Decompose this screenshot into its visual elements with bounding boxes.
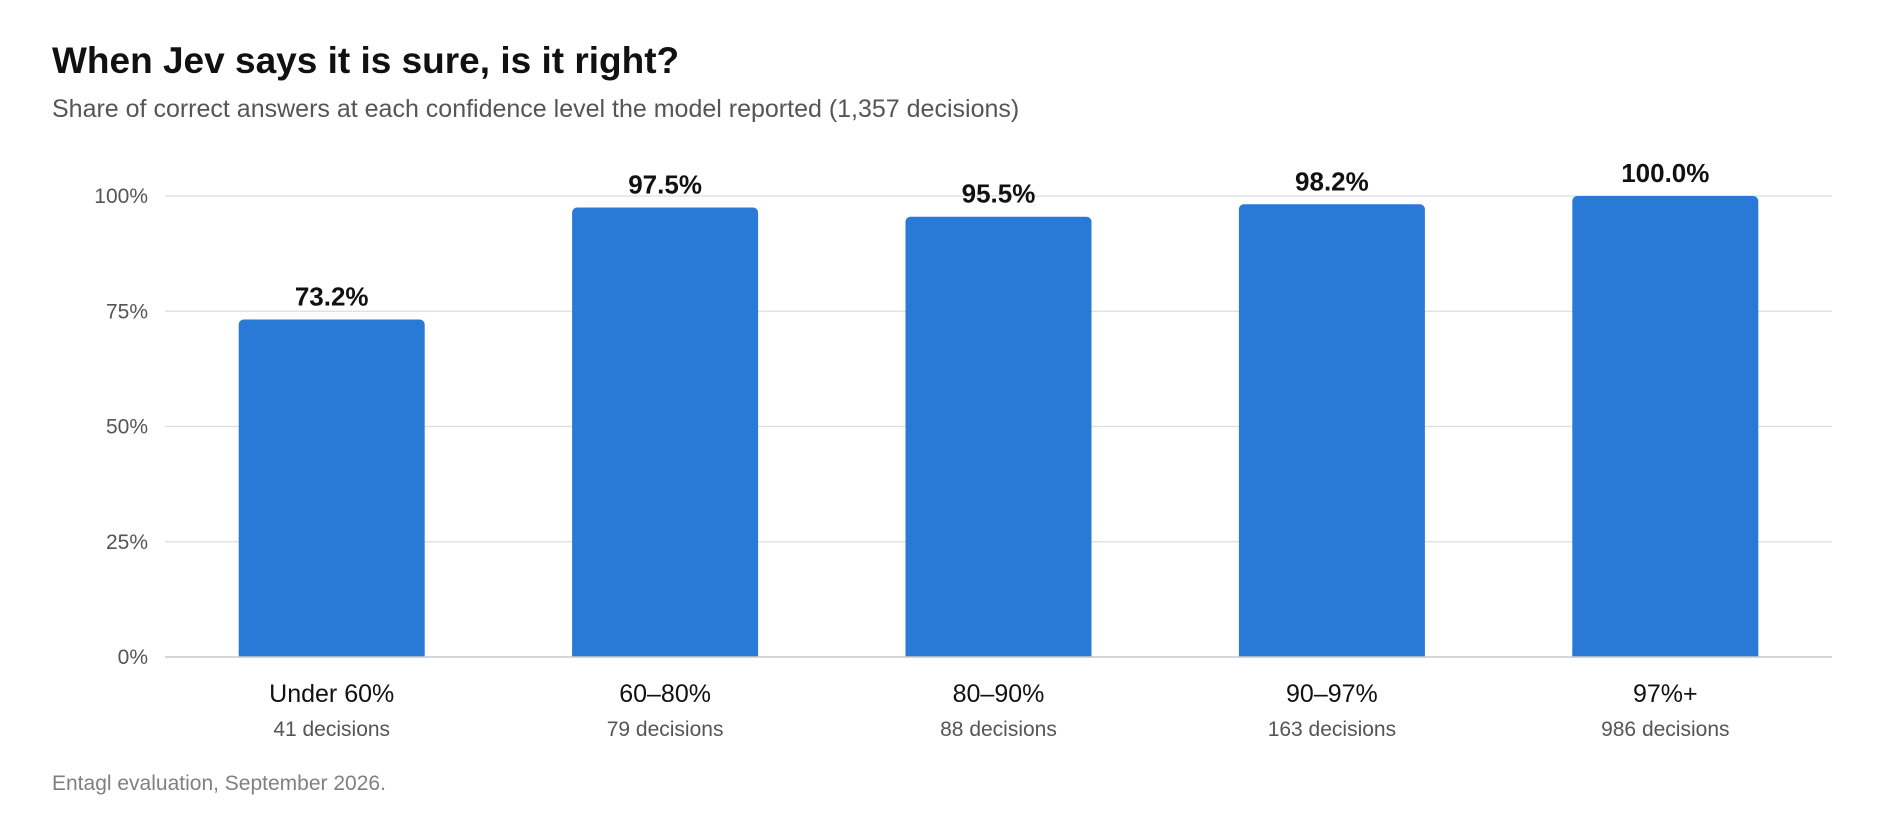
- bar: [572, 207, 759, 657]
- x-tick-sublabel: 41 decisions: [273, 718, 390, 741]
- bar-base: [1238, 651, 1425, 657]
- bar: [1572, 196, 1759, 657]
- y-tick-label: 100%: [94, 185, 148, 208]
- x-tick-label: 90–97%: [1286, 680, 1378, 708]
- y-tick-label: 0%: [118, 646, 148, 669]
- data-label: 100.0%: [1621, 158, 1709, 188]
- x-tick-label: 80–90%: [953, 680, 1045, 708]
- x-tick-label: 97%+: [1633, 680, 1698, 708]
- bar-base: [572, 651, 759, 657]
- bar-base: [905, 651, 1092, 657]
- x-tick-sublabel: 163 decisions: [1268, 718, 1396, 741]
- x-tick-sublabel: 79 decisions: [607, 718, 724, 741]
- chart-subtitle: Share of correct answers at each confide…: [52, 95, 1020, 123]
- y-tick-label: 50%: [106, 416, 148, 439]
- x-tick-sublabel: 88 decisions: [940, 718, 1057, 741]
- bar: [238, 319, 425, 657]
- x-tick-label: 60–80%: [619, 680, 711, 708]
- data-label: 95.5%: [962, 179, 1036, 209]
- source-note: Entagl evaluation, September 2026.: [52, 772, 386, 795]
- y-tick-label: 75%: [106, 300, 148, 323]
- data-label: 97.5%: [628, 170, 702, 200]
- bar-base: [238, 651, 425, 657]
- data-label: 98.2%: [1295, 166, 1369, 196]
- data-label: 73.2%: [295, 282, 369, 312]
- y-tick-label: 25%: [106, 531, 148, 554]
- x-tick-label: Under 60%: [269, 680, 394, 708]
- bar: [1238, 204, 1425, 657]
- bar: [905, 216, 1092, 657]
- chart-title: When Jev says it is sure, is it right?: [52, 40, 680, 81]
- bar-base: [1572, 651, 1759, 657]
- x-tick-sublabel: 986 decisions: [1601, 718, 1729, 741]
